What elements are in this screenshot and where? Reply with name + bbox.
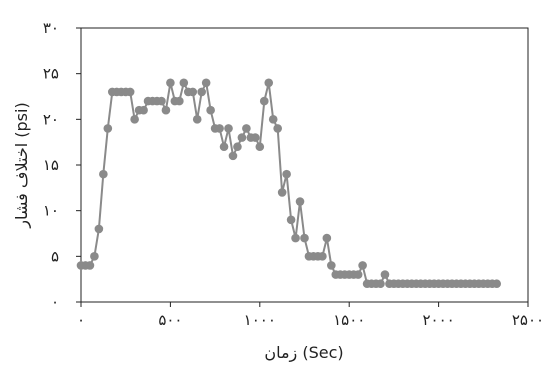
data-point (175, 96, 184, 106)
data-point (353, 270, 363, 279)
y-tick-label: ۰ (51, 293, 59, 311)
y-axis-ticks: ۰ ۵ ۱۰ ۱۵ ۲۰ ۲۵ ۳۰ (43, 19, 81, 311)
y-tick-label: ۲۵ (43, 65, 59, 83)
x-tick-label: ۱۵۰۰ (333, 311, 365, 329)
data-point (139, 105, 148, 115)
data-point (215, 124, 224, 133)
y-tick-label: ۱۵ (43, 156, 59, 174)
data-point (268, 115, 278, 124)
data-point (179, 78, 189, 88)
data-point (318, 252, 327, 261)
data-point (300, 233, 309, 243)
data-point (282, 169, 291, 179)
data-point (259, 96, 269, 106)
data-point (94, 224, 104, 234)
data-point (130, 115, 139, 124)
plot-frame (80, 27, 529, 303)
y-tick-label: ۵ (51, 247, 59, 265)
data-point (166, 78, 175, 88)
x-axis-title: زمان (Sec) (264, 343, 343, 363)
data-point (492, 279, 502, 289)
data-point (327, 261, 336, 270)
data-point (322, 233, 332, 243)
data-point (85, 261, 95, 270)
data-point (264, 78, 274, 88)
data-point (161, 105, 171, 115)
series-layer (76, 78, 502, 289)
data-point (273, 124, 282, 133)
data-point (228, 151, 238, 161)
data-point (188, 87, 198, 97)
y-axis-title: اختلاف فشار (psi) (12, 102, 32, 228)
data-point (192, 115, 202, 124)
x-tick-label: ۰ (77, 311, 85, 329)
data-point (255, 142, 265, 152)
data-point (251, 133, 260, 142)
data-point (90, 252, 99, 261)
data-point (380, 270, 390, 279)
x-axis-ticks: ۰ ۵۰۰ ۱۰۰۰ ۱۵۰۰ ۲۰۰۰ ۲۵۰۰ (77, 302, 544, 329)
data-point (219, 142, 229, 152)
data-point (233, 142, 242, 152)
x-tick-label: ۲۰۰۰ (422, 311, 454, 329)
data-point (358, 261, 367, 270)
data-point (237, 133, 247, 142)
y-tick-label: ۲۰ (43, 110, 59, 128)
data-point (103, 124, 113, 133)
data-point (125, 87, 135, 97)
y-tick-label: ۱۰ (43, 202, 59, 220)
x-tick-label: ۲۵۰۰ (512, 311, 544, 329)
data-point (286, 215, 296, 225)
data-point (224, 124, 233, 133)
data-point (201, 78, 211, 88)
data-point (99, 169, 108, 179)
x-tick-label: ۵۰۰ (158, 311, 182, 329)
data-point (277, 188, 287, 197)
data-point (206, 105, 215, 115)
data-point (157, 96, 166, 106)
data-point (197, 87, 206, 97)
data-point (376, 279, 385, 289)
x-tick-label: ۱۰۰۰ (244, 311, 276, 329)
data-point (295, 197, 305, 206)
data-point (291, 233, 300, 243)
y-tick-label: ۳۰ (43, 19, 59, 37)
data-point (242, 124, 251, 133)
